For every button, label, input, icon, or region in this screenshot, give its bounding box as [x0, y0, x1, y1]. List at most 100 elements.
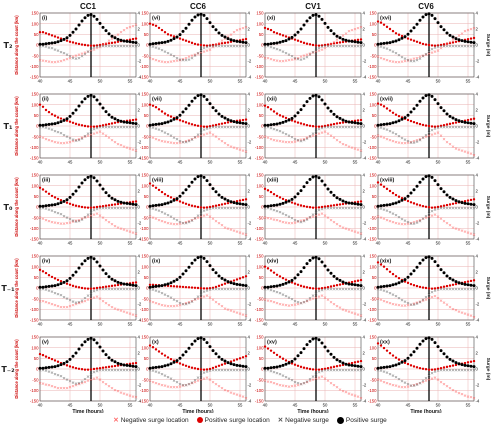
- negative-location-point: ×: [172, 385, 176, 391]
- right-tick-label: -2: [363, 59, 367, 64]
- right-tick-label: -4: [248, 237, 252, 242]
- positive-location-point: [83, 206, 87, 209]
- negative-location-point: ×: [311, 377, 315, 383]
- positive-location-point: [157, 188, 161, 192]
- positive-surge-point: [116, 361, 120, 365]
- positive-location-point: [305, 205, 309, 208]
- positive-location-point: [430, 206, 434, 209]
- negative-location-point: ×: [107, 135, 111, 141]
- positive-surge-point: [284, 119, 288, 123]
- right-axis-title: Surge (m): [485, 115, 491, 138]
- positive-location-point: [436, 125, 440, 128]
- negative-location-point: ×: [353, 146, 357, 152]
- positive-surge-point: [128, 202, 132, 206]
- positive-surge-point: [394, 201, 398, 205]
- positive-surge-point: [290, 359, 294, 363]
- negative-surge-point: ×: [266, 44, 270, 50]
- negative-location-point: ×: [403, 141, 407, 147]
- negative-location-point: ×: [74, 383, 78, 389]
- positive-location-point: [83, 287, 87, 290]
- positive-location-point: [323, 124, 327, 128]
- positive-location-point: [305, 286, 309, 289]
- positive-surge-point: [344, 362, 348, 366]
- positive-surge-point: [329, 109, 333, 113]
- negative-location-point: ×: [131, 147, 135, 153]
- positive-surge-point: [131, 40, 135, 44]
- positive-surge-point: [193, 15, 197, 19]
- x-tick-label: 45: [178, 403, 183, 408]
- right-tick-label: 4: [363, 11, 366, 16]
- right-tick-label: 2: [363, 108, 366, 113]
- left-axis-title: Distance along the coast (km): [14, 96, 19, 156]
- negative-surge-point: ×: [281, 373, 285, 379]
- negative-location-point: ×: [430, 132, 434, 138]
- negative-surge-point: ×: [193, 297, 197, 303]
- positive-location-point: [326, 366, 330, 370]
- negative-surge-point: ×: [38, 124, 42, 130]
- negative-location-point: ×: [290, 140, 294, 146]
- negative-surge-point: ×: [166, 213, 170, 219]
- x-tick-label: 50: [98, 403, 103, 408]
- negative-location-point: ×: [412, 56, 416, 62]
- negative-location-point: ×: [202, 376, 206, 382]
- negative-location-point: ×: [44, 299, 48, 305]
- negative-location-point: ×: [217, 40, 221, 46]
- positive-surge-point: [92, 176, 96, 180]
- negative-location-point: ×: [463, 229, 467, 235]
- right-tick-label: -4: [363, 156, 367, 161]
- negative-location-point: ×: [305, 135, 309, 141]
- negative-surge-point: ×: [329, 124, 333, 130]
- positive-surge-point: [454, 37, 458, 41]
- negative-location-point: ×: [166, 140, 170, 146]
- positive-location-point: [53, 35, 57, 38]
- negative-surge-point: ×: [122, 205, 126, 211]
- negative-location-point: ×: [83, 134, 87, 140]
- negative-location-point: ×: [427, 296, 431, 302]
- negative-location-point: ×: [433, 49, 437, 55]
- positive-surge-point: [41, 366, 45, 370]
- negative-surge-point: ×: [457, 124, 461, 130]
- negative-surge-point: ×: [89, 129, 93, 135]
- positive-location-point: [308, 43, 312, 46]
- negative-surge-point: ×: [74, 219, 78, 225]
- positive-surge-point: [74, 351, 78, 355]
- right-axis-title: Surge (m): [485, 34, 491, 57]
- positive-location-point: [466, 361, 470, 364]
- negative-surge-point: ×: [169, 52, 173, 58]
- negative-surge-point: ×: [50, 208, 54, 214]
- positive-surge-point: [341, 280, 345, 284]
- x-tick-label: 45: [178, 322, 183, 327]
- positive-surge-point: [460, 201, 464, 205]
- positive-surge-point: [241, 121, 245, 125]
- negative-location-point: ×: [53, 220, 57, 226]
- negative-location-point: ×: [157, 137, 161, 143]
- positive-surge-point: [451, 116, 455, 120]
- positive-surge-point: [125, 120, 129, 124]
- panel-label: (x): [152, 340, 159, 346]
- positive-surge-point: [394, 282, 398, 286]
- positive-location-point: [388, 189, 392, 193]
- positive-location-point: [53, 114, 57, 117]
- negative-location-point: ×: [385, 136, 389, 142]
- negative-surge-point: ×: [95, 44, 99, 50]
- positive-surge-point: [335, 196, 339, 200]
- positive-surge-point: [65, 198, 69, 202]
- positive-location-point: [95, 125, 99, 128]
- positive-surge-point: [442, 271, 446, 275]
- positive-surge-point: [269, 204, 273, 208]
- positive-location-point: [196, 286, 200, 290]
- positive-surge-point: [272, 122, 276, 126]
- positive-surge-point: [241, 202, 245, 206]
- positive-location-point: [296, 39, 300, 42]
- negative-surge-point: ×: [463, 124, 467, 130]
- negative-surge-point: ×: [344, 43, 348, 49]
- negative-location-point: ×: [272, 381, 276, 387]
- negative-surge-point: ×: [424, 294, 428, 300]
- positive-location-point: [293, 38, 297, 41]
- positive-location-point: [299, 204, 303, 207]
- legend-label: Negative surge: [285, 416, 329, 424]
- x-axis-title: Time (hours): [182, 409, 214, 413]
- positive-surge-point: [62, 199, 66, 203]
